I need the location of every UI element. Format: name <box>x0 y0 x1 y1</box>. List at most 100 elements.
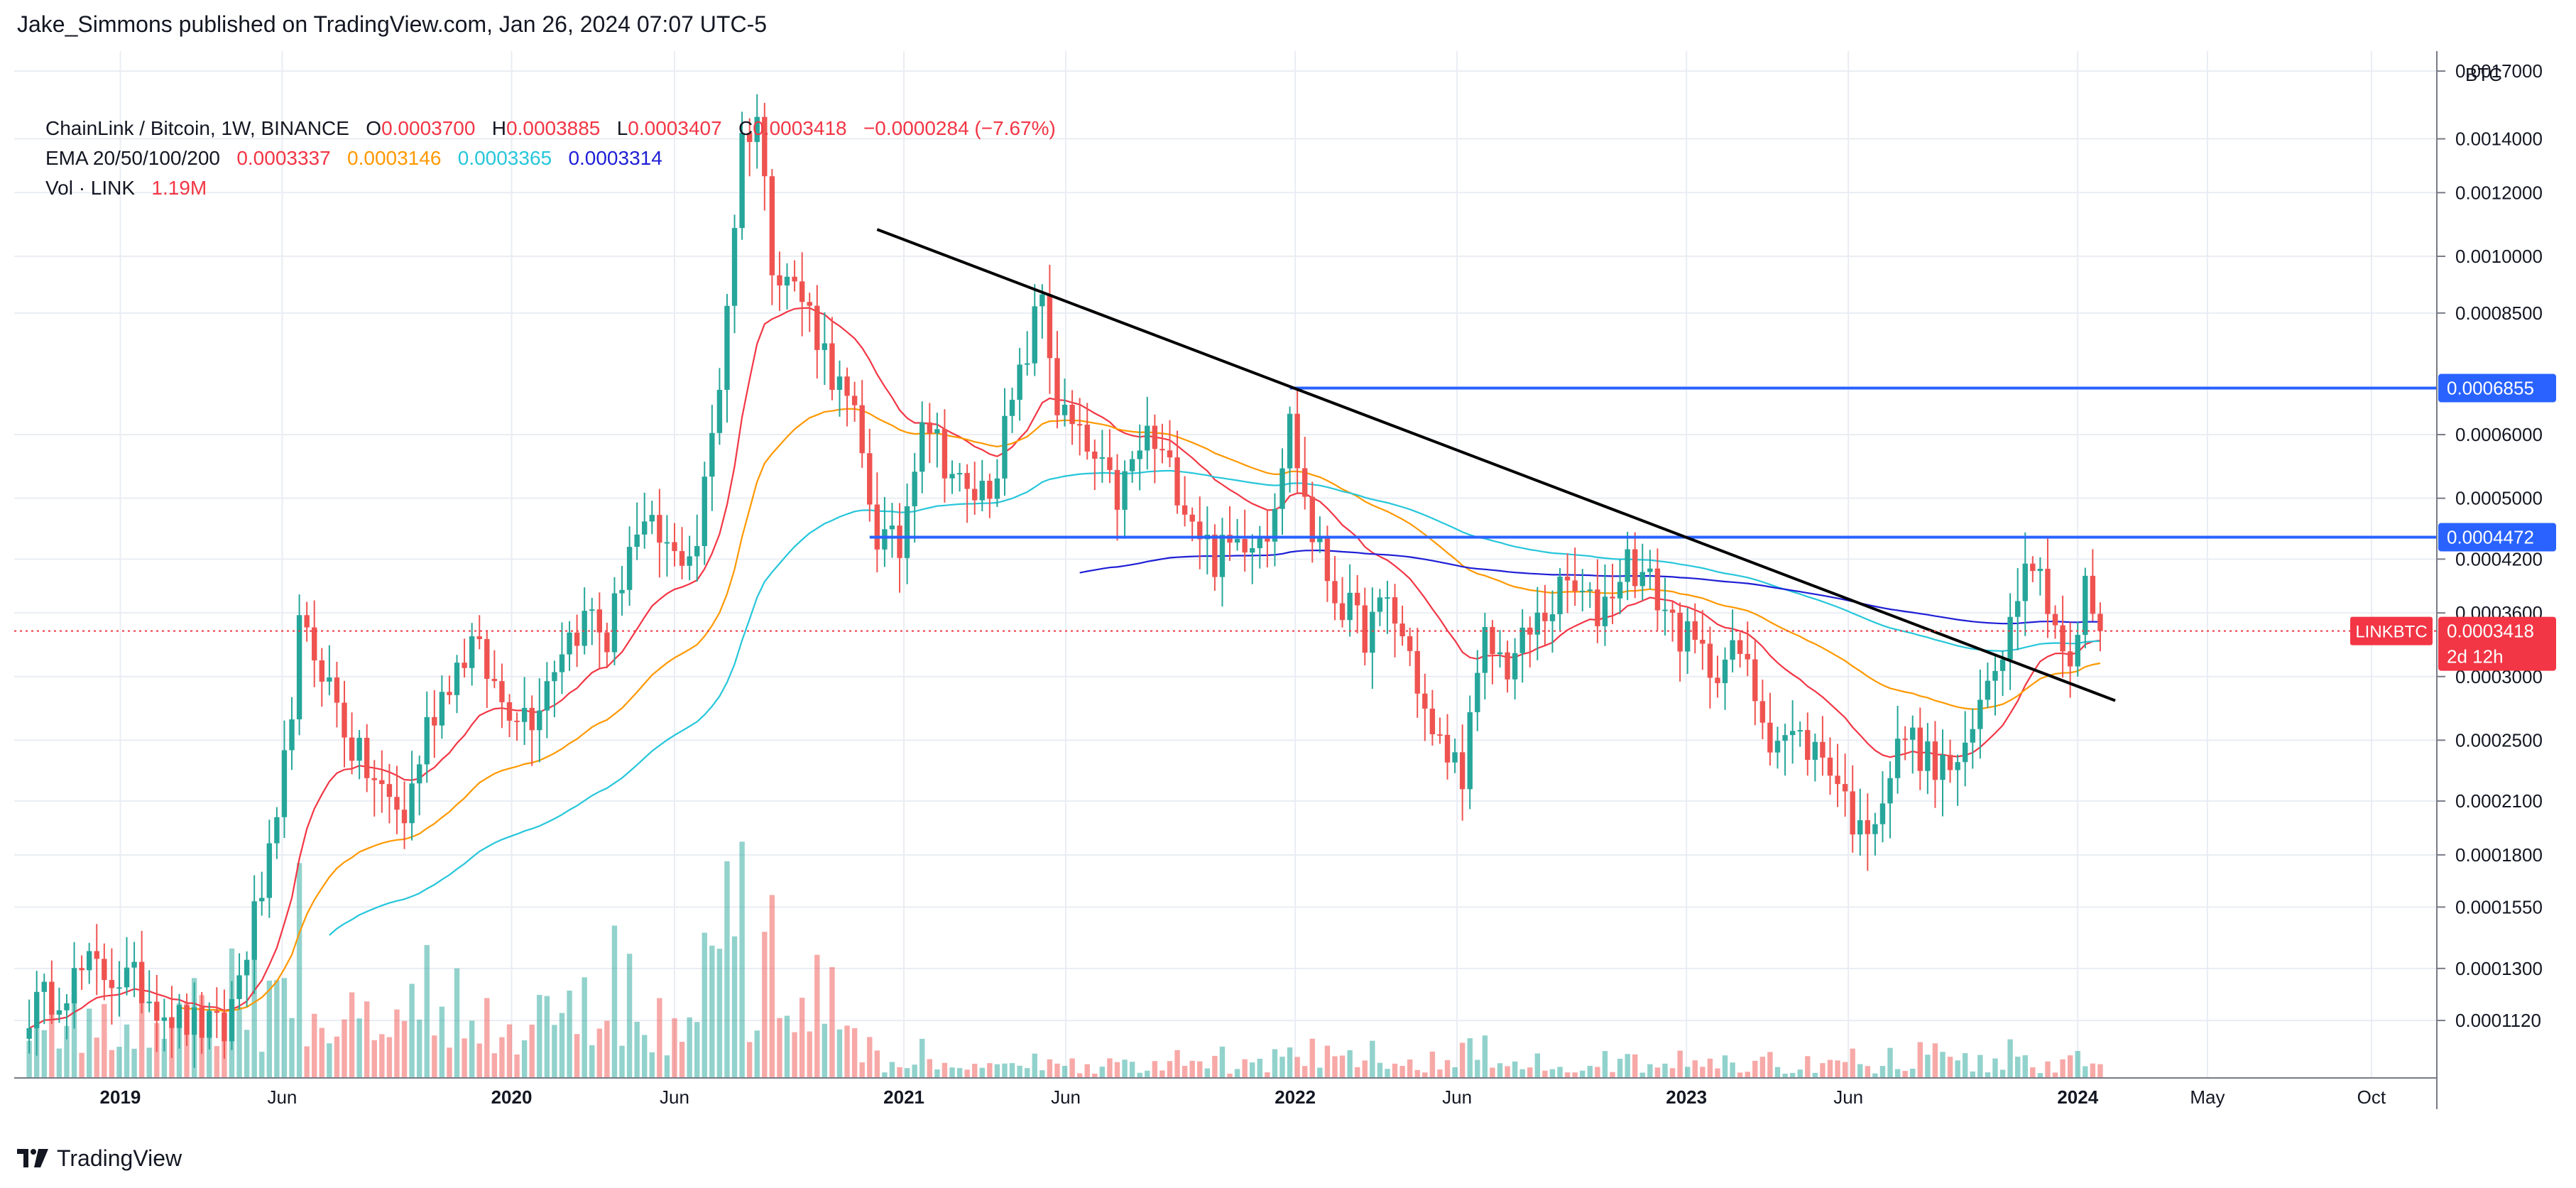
candle-body <box>1279 468 1285 509</box>
axis-unit-label: BTC <box>2465 64 2502 85</box>
volume-bar <box>1437 1069 1443 1078</box>
volume-bar <box>1407 1059 1413 1078</box>
candle-body <box>1174 457 1180 506</box>
x-tick-label: Jun <box>1051 1086 1081 1108</box>
candle-body <box>2097 614 2103 631</box>
grid <box>14 51 2437 1078</box>
ohlc-close-label: C <box>738 117 753 139</box>
candle-body <box>537 710 542 731</box>
candle-body <box>777 275 782 285</box>
volume-bar <box>506 1024 513 1078</box>
candle-body <box>642 521 648 535</box>
candle-body <box>1032 306 1037 364</box>
volume-label[interactable]: Vol · LINK <box>45 177 136 199</box>
candle-body <box>1759 701 1766 723</box>
volume-bar <box>807 1031 812 1078</box>
volume-bar <box>1610 1072 1615 1078</box>
candle-body <box>199 1007 204 1038</box>
candle-body <box>949 474 955 479</box>
candle-body <box>2052 614 2058 626</box>
candle-body <box>94 951 99 959</box>
candle-body <box>582 611 587 646</box>
volume-bar <box>1625 1054 1630 1078</box>
publisher-line: Jake_Simmons published on TradingView.co… <box>17 11 768 37</box>
volume-bar <box>1490 1067 1495 1078</box>
volume-bar <box>927 1059 933 1078</box>
candle-body <box>312 627 317 660</box>
y-tick-label: 0.0001300 <box>2455 958 2543 979</box>
volume-bar <box>1370 1040 1375 1078</box>
volume-bar <box>874 1050 880 1078</box>
candle-body <box>1025 363 1030 365</box>
candle-body <box>1392 597 1398 624</box>
candle-body <box>1234 538 1240 543</box>
candle-body <box>604 632 610 653</box>
volume-bar <box>409 983 415 1078</box>
volume-bar <box>724 861 730 1078</box>
candle-body <box>979 481 985 501</box>
volume-bar <box>1399 1066 1405 1078</box>
candle-body <box>432 716 437 726</box>
candle-body <box>484 638 490 680</box>
level-price-tag <box>2438 374 2556 403</box>
volume-bar <box>867 1037 873 1078</box>
candle-body <box>1564 577 1571 581</box>
volume-bar <box>1850 1048 1855 1078</box>
candle-body <box>1347 592 1353 621</box>
volume-bar <box>1970 1071 1975 1078</box>
volume-bar <box>342 1019 347 1078</box>
candle-body <box>709 432 715 477</box>
y-tick-label: 0.0002100 <box>2455 790 2543 812</box>
volume-bar <box>1512 1061 1518 1078</box>
volume-bar <box>1009 1063 1015 1078</box>
candle-body <box>1399 623 1405 637</box>
candle-body <box>184 1005 190 1035</box>
candle-body <box>1887 778 1893 804</box>
volume-bar <box>1617 1058 1623 1078</box>
volume-bar <box>1910 1068 1916 1078</box>
candle-body <box>746 133 753 142</box>
volume-bar <box>401 1020 408 1078</box>
volume-bar <box>596 1028 603 1078</box>
volume-bar <box>2075 1050 2080 1078</box>
x-tick-label: 2020 <box>491 1086 533 1108</box>
volume-bar <box>1684 1067 1691 1078</box>
candle-body <box>664 542 670 544</box>
volume-bar <box>859 1062 865 1078</box>
price-chart[interactable]: 2019 Jun 2020 Jun 2021 Jun 2022 Jun 2023 Jun 2024 M… <box>14 51 2562 1126</box>
volume-bar <box>94 1037 99 1078</box>
volume-bar <box>2060 1059 2065 1078</box>
symbol-title[interactable]: ChainLink / Bitcoin, 1W, BINANCE <box>45 117 349 139</box>
candle-body <box>2007 616 2013 660</box>
volume-bar <box>334 1036 340 1078</box>
candle-body <box>1250 547 1255 553</box>
ema100-line <box>329 469 2100 936</box>
volume-bar <box>116 1047 122 1078</box>
ema50-line <box>179 408 2101 1012</box>
volume-bar <box>296 863 302 1078</box>
ema-label[interactable]: EMA 20/50/100/200 <box>45 147 220 169</box>
volume-bar <box>1767 1052 1773 1078</box>
volume-bar <box>1662 1063 1668 1078</box>
candle-body <box>672 542 677 552</box>
volume-bar <box>1414 1069 1420 1078</box>
volume-bar <box>214 1046 220 1078</box>
candle-body <box>1242 538 1248 553</box>
candle-body <box>1977 699 1983 729</box>
x-tick-label: Oct <box>2357 1086 2386 1108</box>
volume-bar <box>469 1020 475 1078</box>
volume-bar <box>1107 1058 1113 1078</box>
candle-body <box>1925 741 1931 771</box>
volume-bar <box>754 1030 760 1078</box>
last-price-tag <box>2438 616 2556 671</box>
candle-body <box>1414 650 1420 694</box>
candle-body <box>1602 596 1608 626</box>
tradingview-footer[interactable]: TradingView <box>17 1140 182 1176</box>
candle-body <box>71 968 77 1003</box>
candle-body <box>2083 575 2088 636</box>
chart-area[interactable]: 2019 Jun 2020 Jun 2021 Jun 2022 Jun 2023 Jun 2024 M… <box>14 51 2562 1126</box>
volume-bar <box>912 1064 917 1078</box>
volume-bar <box>822 1023 828 1078</box>
volume-bar <box>1730 1062 1735 1078</box>
candle-body <box>1639 572 1645 587</box>
